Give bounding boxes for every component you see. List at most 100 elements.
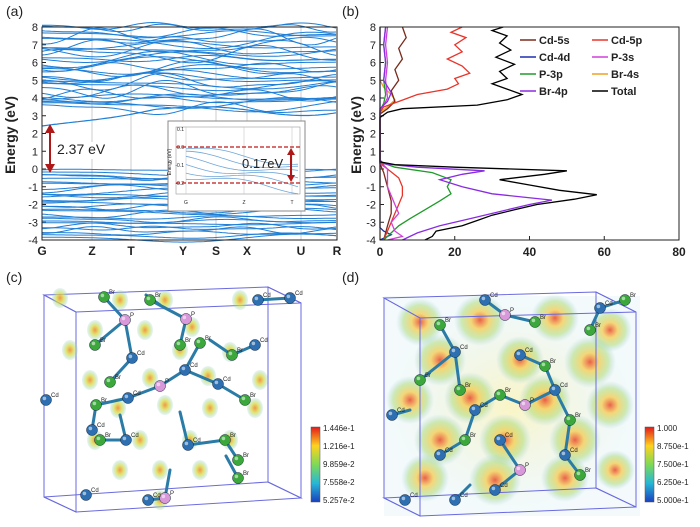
atom-label-cd: Cd: [445, 448, 453, 454]
band-kpoint-label: T: [127, 244, 135, 258]
atom-highlight: [234, 474, 239, 479]
atom-highlight: [254, 296, 259, 301]
valence-band: [42, 232, 337, 239]
inset-arrow-head-bottom: [287, 175, 295, 182]
atom-highlight: [496, 436, 501, 441]
colorbar-d-tick: 8.750e-1: [657, 442, 689, 451]
atom-label-cd: Cd: [460, 345, 468, 351]
conduction-band: [41, 80, 337, 92]
inset-kpoint-label: T: [290, 200, 293, 206]
atom-highlight: [551, 386, 556, 391]
colorbar-d-tick: 5.000e-1: [657, 496, 689, 505]
atom-highlight: [621, 296, 626, 301]
atom-br: [90, 399, 102, 411]
atom-cd: [86, 424, 98, 436]
conduction-band: [41, 63, 337, 75]
inset-ytick-label: -0.1: [175, 163, 184, 169]
atom-br: [144, 294, 156, 306]
density-lobe: [137, 320, 153, 340]
atom-cd: [122, 392, 134, 404]
atom-label-cd: Cd: [560, 383, 568, 389]
pdos-ytick-label: 8: [370, 22, 376, 34]
atom-highlight: [42, 396, 47, 401]
atom-br: [459, 434, 471, 446]
inset-ytick-label: -0.2: [175, 181, 184, 187]
pdos-xticks: 0 20 40 60 80: [377, 236, 686, 259]
atom-highlight: [92, 401, 97, 406]
atom-label-br: Br: [243, 453, 249, 459]
band-kpoint-label: S: [212, 244, 220, 258]
atom-label-br: Br: [115, 375, 121, 381]
atom-cd: [479, 294, 491, 306]
pdos-ytick-label: 3: [370, 111, 376, 123]
atom-highlight: [182, 315, 187, 320]
band-kpoint-label: G: [37, 244, 46, 258]
density-lobe: [142, 368, 158, 388]
atom-highlight: [451, 348, 456, 353]
inset-yticks: 0.1 0.0 -0.1 -0.2: [175, 127, 184, 187]
density-lobe: [87, 320, 103, 340]
pdos-ylabel: Energy (eV): [348, 96, 364, 174]
pdos-ytick-label: 2: [370, 129, 376, 141]
panel-label-a: (a): [6, 3, 23, 19]
density-lobe: [247, 398, 263, 418]
atom-label-cd: Cd: [480, 403, 488, 409]
atom-label-cd: Cd: [525, 348, 533, 354]
pdos-ytick-label: 7: [370, 40, 376, 52]
atom-label-cd: Cd: [605, 301, 613, 307]
atom-label-br: Br: [470, 433, 476, 439]
atom-cd: [142, 494, 154, 506]
atom-highlight: [100, 293, 105, 298]
band-gap-label-bg: [55, 142, 105, 159]
atom-highlight: [251, 341, 256, 346]
atom-label-br: Br: [185, 338, 191, 344]
legend-label: P-3s: [611, 52, 634, 64]
atom-br: [574, 469, 586, 481]
conduction-band: [41, 30, 337, 38]
atom-cd: [126, 352, 138, 364]
atom-cd: [249, 339, 261, 351]
atom-highlight: [221, 436, 226, 441]
atom-label-cd: Cd: [505, 433, 513, 439]
inset-kpoint-label: Z: [242, 200, 245, 206]
inset-band: [185, 172, 299, 188]
density-cloud: [586, 381, 634, 429]
atom-label-br: Br: [445, 318, 451, 324]
inset-ytick-label: 0.1: [177, 127, 184, 133]
atom-label-br: Br: [585, 468, 591, 474]
colorbar-c-tick: 5.257e-2: [323, 496, 355, 505]
inset-lines: [185, 147, 299, 195]
legend-label: Cd-5p: [611, 35, 642, 47]
atom-highlight: [521, 401, 526, 406]
valence-band: [42, 233, 337, 243]
density-cloud: [531, 294, 579, 342]
atom-br: [89, 339, 101, 351]
band-inset: Energy (eV) 0.1 0.0 -0.1 -0.2 G Z T 0.17eV: [167, 120, 306, 212]
atom-highlight: [144, 496, 149, 501]
band-ytick-label: -2: [28, 200, 38, 212]
pdos-ytick-label: -3: [366, 217, 376, 229]
atom-br: [414, 374, 426, 386]
density-lobe: [82, 370, 98, 390]
atom-br: [94, 434, 106, 446]
atom-label-p: P: [510, 308, 514, 314]
conduction-band: [41, 44, 337, 64]
atom-label-p: P: [170, 491, 174, 497]
atom-label-p: P: [191, 312, 195, 318]
atom-p: [154, 380, 166, 392]
atom-highlight: [181, 366, 186, 371]
band-kpoint-label: U: [297, 244, 306, 258]
inset-kpoint-label: G: [184, 200, 188, 206]
atom-label-br: Br: [230, 433, 236, 439]
atom-label-cd: Cd: [190, 363, 198, 369]
panel-label-b: (b): [342, 3, 359, 19]
pdos-xtick-label: 40: [523, 245, 537, 259]
atom-label-br: Br: [101, 398, 107, 404]
atoms-d: Br Cd Br Br Cd P Br Cd Br Cd P Br Cd Br Cd Br Cd Br Cd P Cd B…: [386, 293, 636, 506]
atom-br: [564, 414, 576, 426]
atom-br: [174, 339, 186, 351]
density-lobe: [112, 460, 128, 480]
conduction-band: [42, 56, 336, 73]
atom-cd: [494, 434, 506, 446]
atom-highlight: [156, 382, 161, 387]
